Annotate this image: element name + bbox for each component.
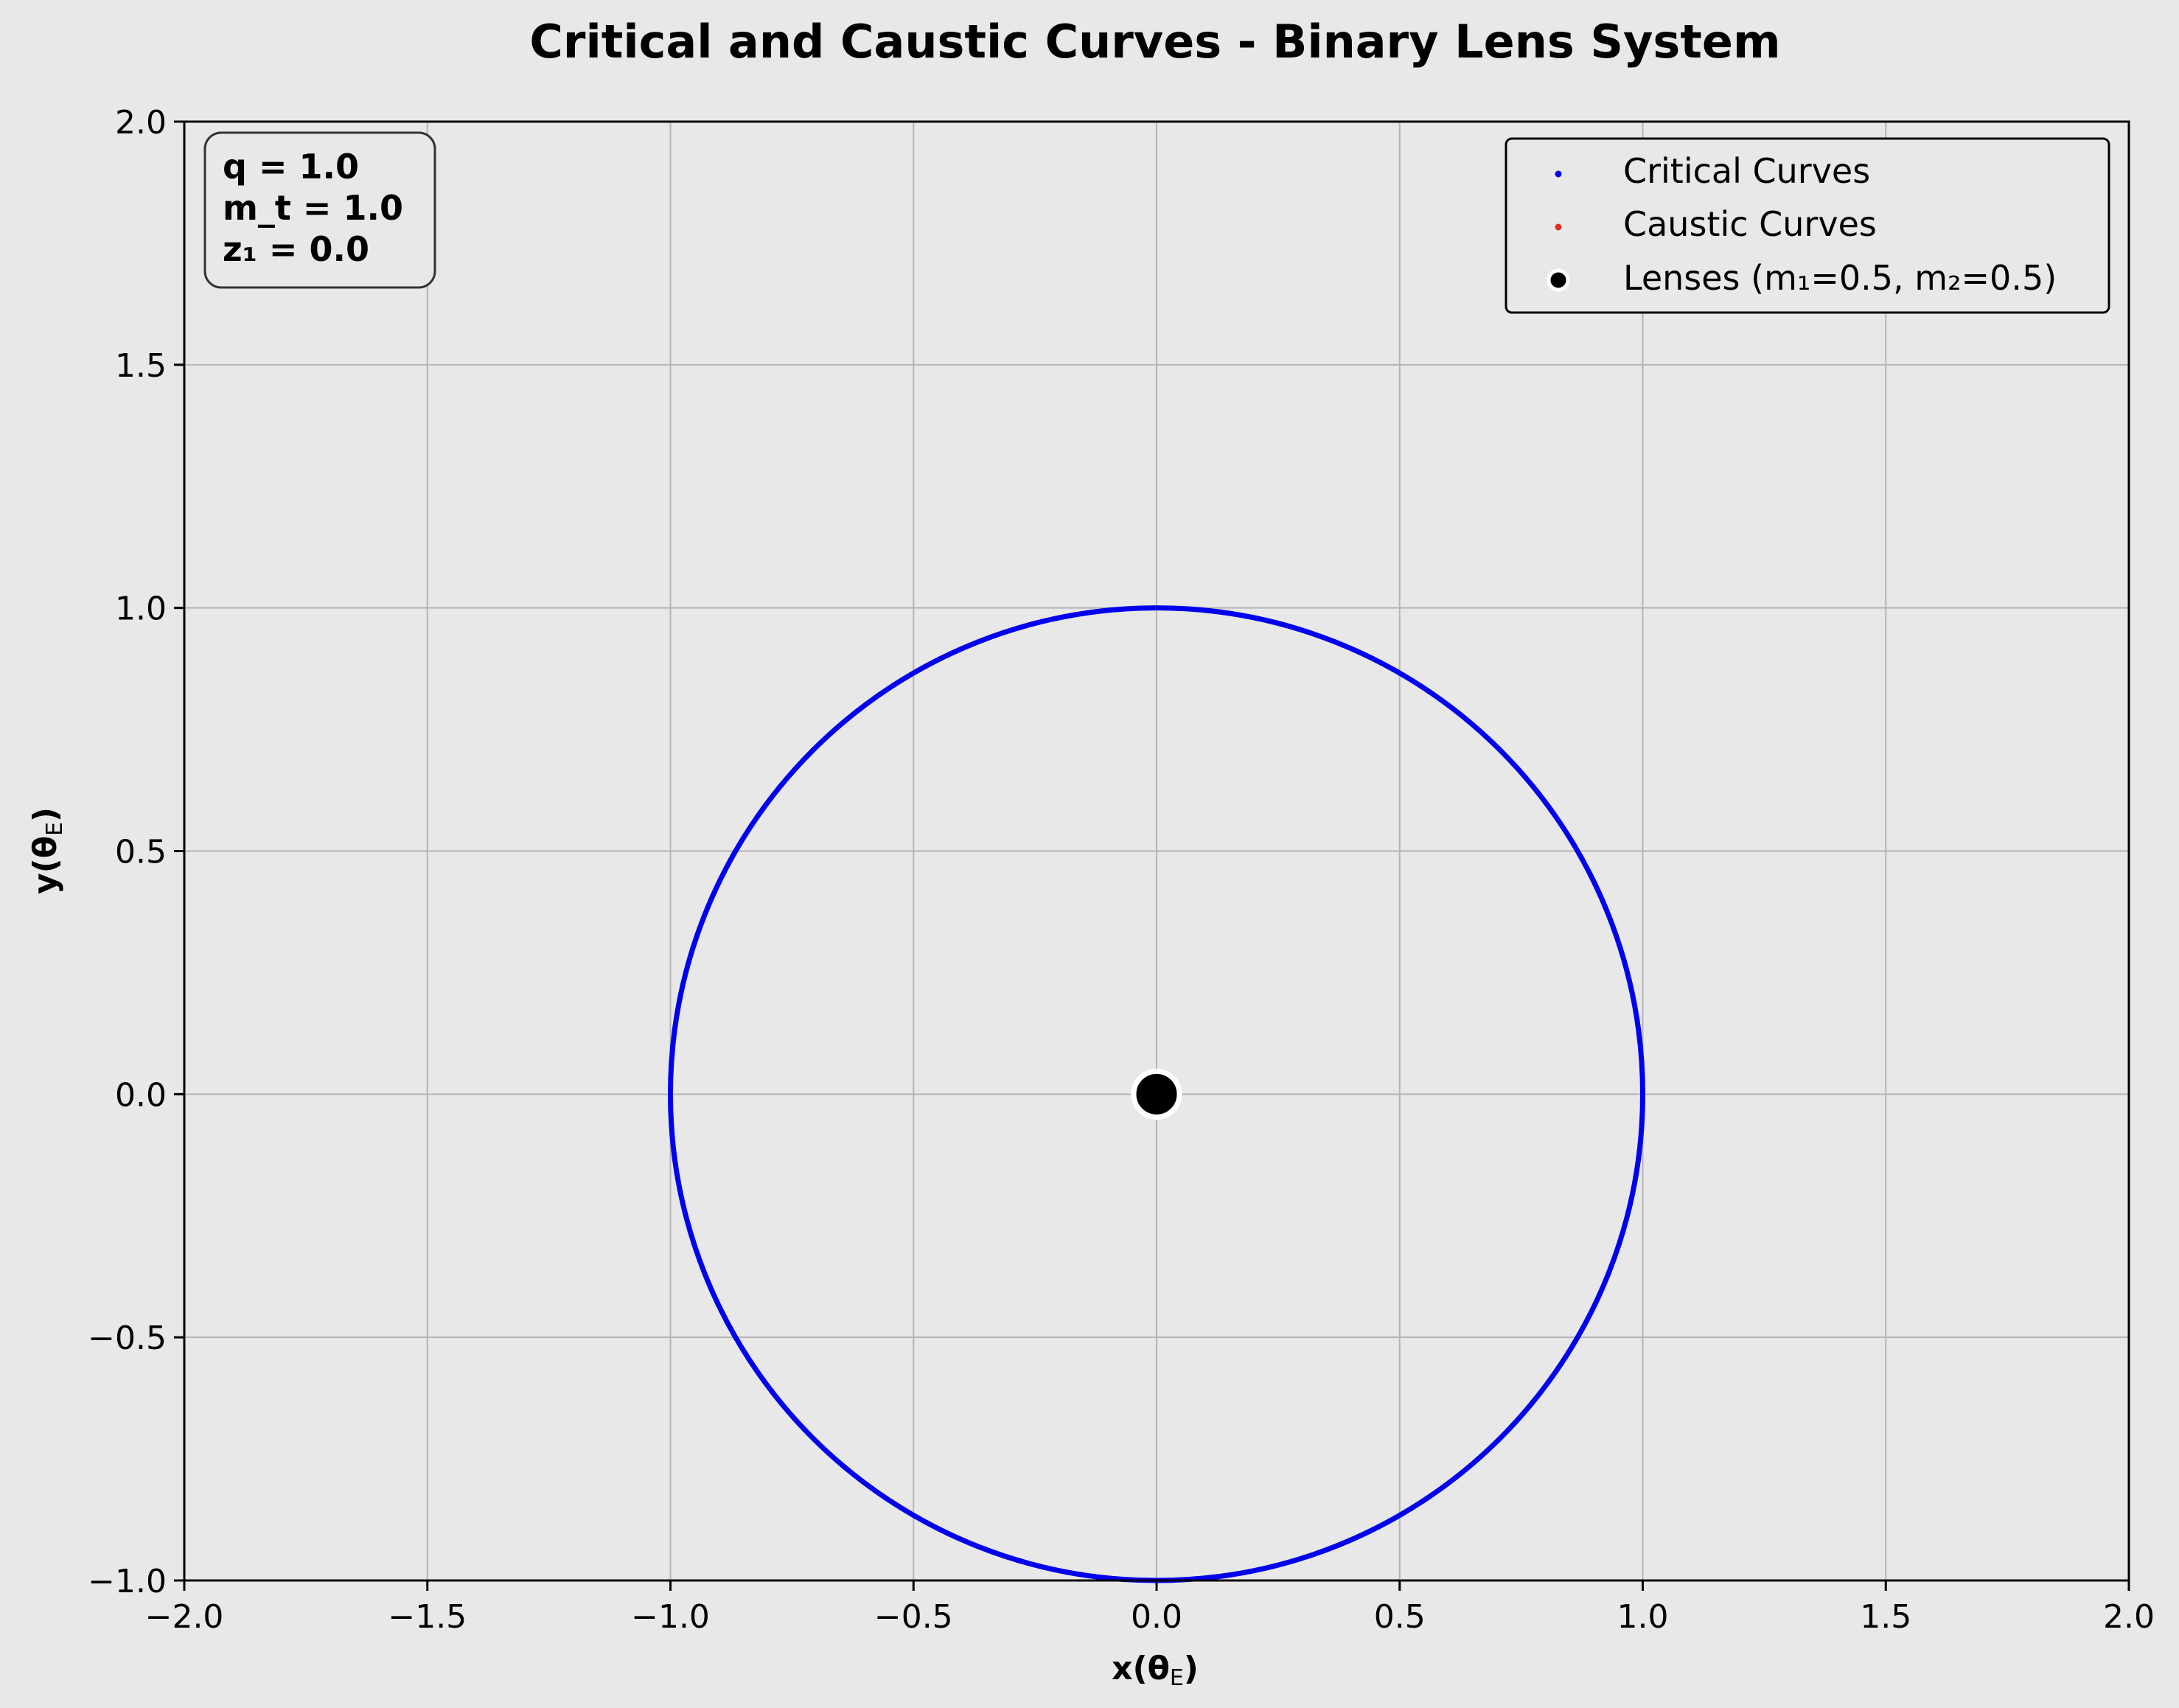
- param-q: q = 1.0: [223, 147, 359, 187]
- x-tick-label: −1.0: [631, 1598, 710, 1636]
- param-z1: z₁ = 0.0: [223, 229, 369, 269]
- legend-marker-critical-curves: [1555, 170, 1562, 178]
- x-tick-label: 1.0: [1617, 1598, 1669, 1636]
- y-tick-label: 0.0: [115, 1076, 167, 1114]
- x-tick-label: 0.5: [1374, 1598, 1426, 1636]
- parameter-box-frame: [203, 131, 436, 289]
- y-axis-label: y(θE): [27, 807, 68, 894]
- y-tick-label: 1.5: [115, 347, 167, 385]
- chart-title: Critical and Caustic Curves - Binary Len…: [529, 15, 1780, 69]
- x-tick-label: 0.0: [1131, 1598, 1182, 1636]
- x-axis-label: x(θE): [1112, 1650, 1199, 1691]
- axis-ticks: −2.0 −1.5 −1.0 −0.5 0.0 0.5 1.0 1.5 2.0 −1.0 −0.5 0…: [88, 104, 2155, 1636]
- x-tick-label: −2.0: [145, 1598, 224, 1636]
- y-tick-label: −0.5: [88, 1320, 167, 1357]
- legend-marker-caustic-curves: [1555, 223, 1562, 231]
- lens-point: [1131, 1068, 1182, 1120]
- legend-label-caustic-curves: Caustic Curves: [1623, 204, 1877, 244]
- y-tick-label: 1.0: [115, 590, 167, 628]
- param-m-total: m_t = 1.0: [223, 188, 403, 228]
- x-tick-label: 1.5: [1860, 1598, 1911, 1636]
- x-tick-label: 2.0: [2103, 1598, 2155, 1636]
- y-tick-label: −1.0: [88, 1563, 167, 1600]
- legend-label-lenses: Lenses (m₁=0.5, m₂=0.5): [1623, 258, 2057, 298]
- y-tick-label: 0.5: [115, 834, 167, 871]
- legend-label-critical-curves: Critical Curves: [1623, 151, 1870, 191]
- legend-marker-lenses: [1547, 268, 1570, 292]
- grid: [184, 122, 2129, 1580]
- legend-frame: [1505, 137, 2110, 314]
- legend: Critical Curves Caustic Curves Lenses (m…: [1505, 137, 2110, 314]
- x-tick-label: −1.5: [388, 1598, 467, 1636]
- parameter-box: q = 1.0 m_t = 1.0 z₁ = 0.0: [203, 131, 436, 289]
- x-tick-label: −0.5: [874, 1598, 953, 1636]
- y-tick-label: 2.0: [115, 104, 167, 142]
